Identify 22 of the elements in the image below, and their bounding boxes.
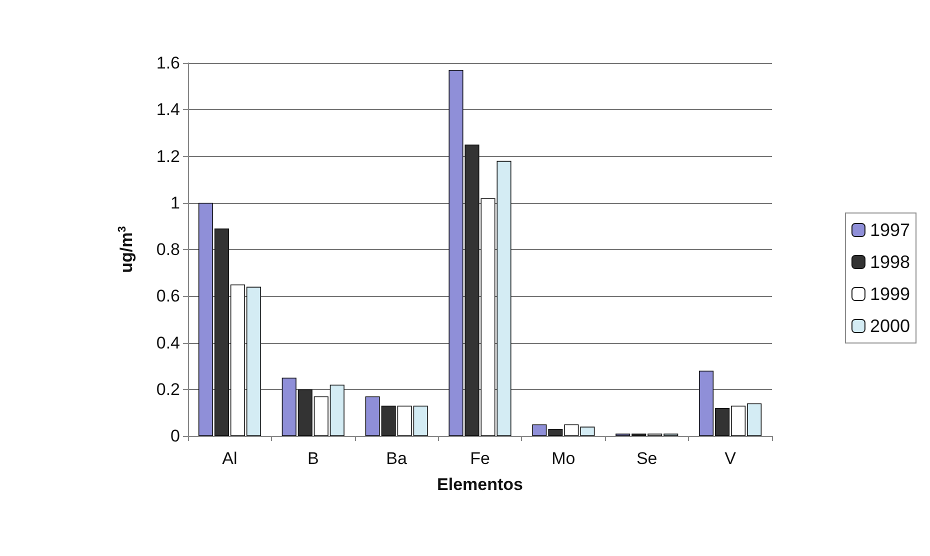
y-tick-label: 1.6	[156, 54, 180, 72]
y-tick-label: 1.2	[156, 146, 180, 166]
y-axis-title: ug/m3	[116, 226, 136, 273]
y-tick-label: 0.8	[156, 240, 180, 259]
x-axis-title: Elementos	[437, 475, 523, 494]
y-tick-label: 0.2	[156, 380, 180, 399]
y-tick-label: 0.4	[156, 333, 180, 352]
x-tick-label: Mo	[552, 449, 576, 468]
x-tick-label: B	[307, 449, 319, 468]
x-tick-label: Al	[222, 449, 238, 468]
x-tick-label: Se	[636, 449, 658, 468]
y-tick-label: 1.4	[156, 100, 180, 120]
x-tick-label: V	[724, 449, 737, 468]
legend-label: 2000	[870, 316, 910, 336]
y-tick-label: 0.6	[156, 286, 180, 306]
x-tick-label: Fe	[470, 449, 490, 468]
y-tick-label: 0	[170, 426, 180, 446]
y-tick-label: 1	[170, 193, 180, 212]
legend-label: 1997	[870, 220, 910, 240]
legend-label: 1998	[870, 252, 910, 272]
x-tick-label: Ba	[386, 449, 408, 468]
legend-label: 1999	[870, 284, 910, 304]
